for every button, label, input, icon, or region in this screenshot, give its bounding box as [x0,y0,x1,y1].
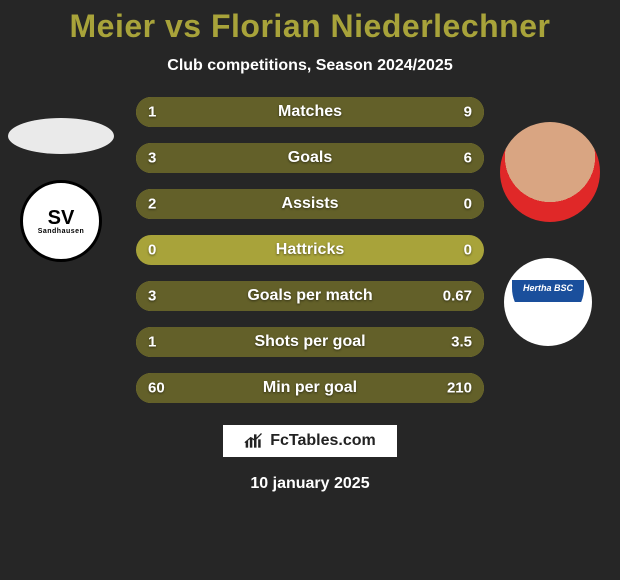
right-club-name: Hertha BSC [512,283,584,293]
stat-value-left: 3 [148,288,156,305]
stat-fill-right [251,143,484,173]
stat-row: Matches 1 9 [136,97,484,127]
stat-value-left: 2 [148,196,156,213]
left-club-initials: SV [38,208,85,228]
stat-row: Shots per goal 1 3.5 [136,327,484,357]
bar-chart-icon [244,431,264,451]
stat-value-right: 210 [447,380,472,397]
stat-value-left: 3 [148,150,156,167]
stat-row: Assists 2 0 [136,189,484,219]
stat-label: Goals per match [247,287,372,305]
stat-label: Shots per goal [254,333,365,351]
stat-row: Hattricks 0 0 [136,235,484,265]
stat-label: Assists [282,195,339,213]
stat-value-left: 0 [148,242,156,259]
left-club-badge: SV Sandhausen [20,180,102,262]
subtitle: Club competitions, Season 2024/2025 [0,57,620,75]
stat-label: Matches [278,103,342,121]
stat-value-right: 0 [464,242,472,259]
footer-date: 10 january 2025 [0,475,620,493]
comparison-infographic: Meier vs Florian Niederlechner Club comp… [0,0,620,580]
stat-value-right: 0.67 [443,288,472,305]
stat-value-left: 1 [148,334,156,351]
left-player-avatar [8,118,114,154]
stat-value-right: 9 [464,104,472,121]
page-title: Meier vs Florian Niederlechner [0,8,620,45]
branding-box: FcTables.com [223,425,397,457]
branding-text: FcTables.com [270,432,376,450]
stat-label: Min per goal [263,379,357,397]
left-club-name: Sandhausen [38,228,85,235]
stats-list: Matches 1 9 Goals 3 6 Assists 2 0 Hattricks 0 0 Goal… [136,97,484,403]
stat-row: Goals per match 3 0.67 [136,281,484,311]
stat-label: Goals [288,149,332,167]
right-player-avatar [500,122,600,222]
stat-row: Min per goal 60 210 [136,373,484,403]
stat-value-right: 6 [464,150,472,167]
stat-value-right: 0 [464,196,472,213]
stat-value-left: 1 [148,104,156,121]
stat-value-right: 3.5 [451,334,472,351]
stat-label: Hattricks [276,241,344,259]
stat-value-left: 60 [148,380,165,397]
right-club-badge: Hertha BSC [504,258,592,346]
stat-row: Goals 3 6 [136,143,484,173]
right-club-flag: Hertha BSC [512,280,584,324]
